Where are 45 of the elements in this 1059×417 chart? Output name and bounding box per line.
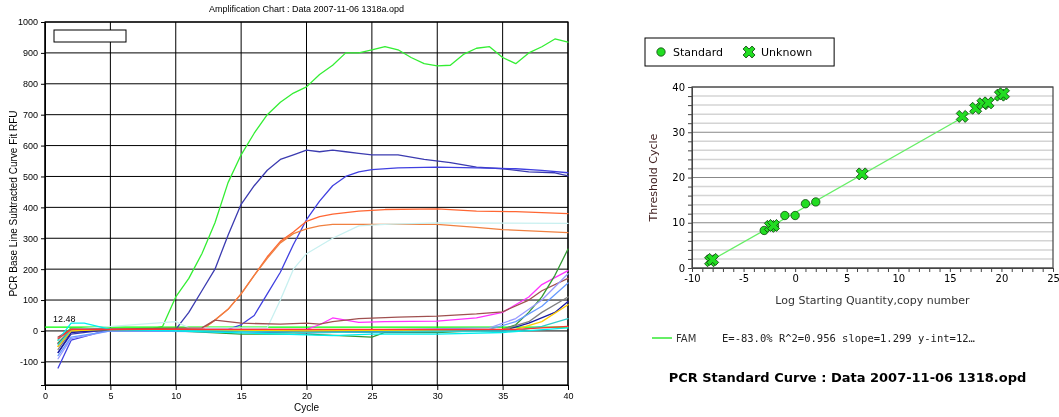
y-tick-label: -100	[19, 357, 38, 368]
x-tick-label: -5	[739, 273, 750, 285]
ref-line-label: 12.48	[53, 314, 76, 325]
x-tick-label: 0	[792, 273, 799, 285]
y-tick-label: 400	[22, 202, 38, 213]
x-tick-label: 20	[995, 273, 1009, 285]
y-tick-label: 300	[22, 233, 38, 244]
y-tick-label: 40	[672, 81, 685, 93]
x-axis-title: Log Starting Quantity,copy number	[775, 294, 971, 307]
x-tick-label: 25	[1047, 273, 1059, 285]
text: E=-83.0% R^2=0.956 slope=1.299 y-int=12…	[722, 332, 975, 344]
y-tick-label: 500	[22, 171, 38, 182]
y-tick-label: 100	[22, 295, 38, 306]
y-tick-label: 30	[672, 126, 685, 138]
legend-label: Standard	[673, 46, 724, 59]
y-axis-title: PCR Base Line Subtracted Curve Fit RFU	[8, 110, 19, 297]
text: PCR Standard Curve : Data 2007-11-06 1318.opd	[668, 370, 1027, 385]
x-tick-label: 20	[301, 391, 313, 402]
x-tick-label: 5	[108, 391, 114, 402]
y-tick-label: 700	[22, 110, 38, 121]
legend-label: FAM	[676, 333, 697, 344]
y-tick-label: 0	[678, 262, 685, 274]
x-tick-label: 40	[563, 391, 574, 402]
legend-label: Unknown	[761, 46, 813, 59]
chart-title: Amplification Chart : Data 2007-11-06 1318a.opd	[209, 4, 404, 14]
y-tick-label: 200	[22, 264, 38, 275]
y-axis-title: Threshold Cycle	[647, 133, 660, 223]
x-tick-label: 10	[892, 273, 906, 285]
y-tick-label: 800	[22, 79, 38, 90]
x-tick-label: 5	[844, 273, 851, 285]
y-tick-label: 900	[22, 48, 38, 59]
y-tick-label: 20	[672, 172, 685, 184]
y-tick-label: 0	[32, 326, 38, 337]
x-tick-label: 25	[367, 391, 378, 402]
y-tick-label: 1000	[17, 17, 38, 28]
y-tick-label: 600	[22, 140, 38, 151]
x-tick-label: -10	[684, 273, 701, 285]
x-tick-label: 15	[943, 273, 957, 285]
x-tick-label: 30	[432, 391, 443, 402]
x-tick-label: 10	[171, 391, 182, 402]
y-tick-label: 10	[672, 217, 685, 229]
x-tick-label: 0	[42, 391, 49, 402]
x-tick-label: 15	[236, 391, 247, 402]
x-axis-title: Cycle	[293, 402, 320, 413]
x-tick-label: 35	[498, 391, 509, 402]
